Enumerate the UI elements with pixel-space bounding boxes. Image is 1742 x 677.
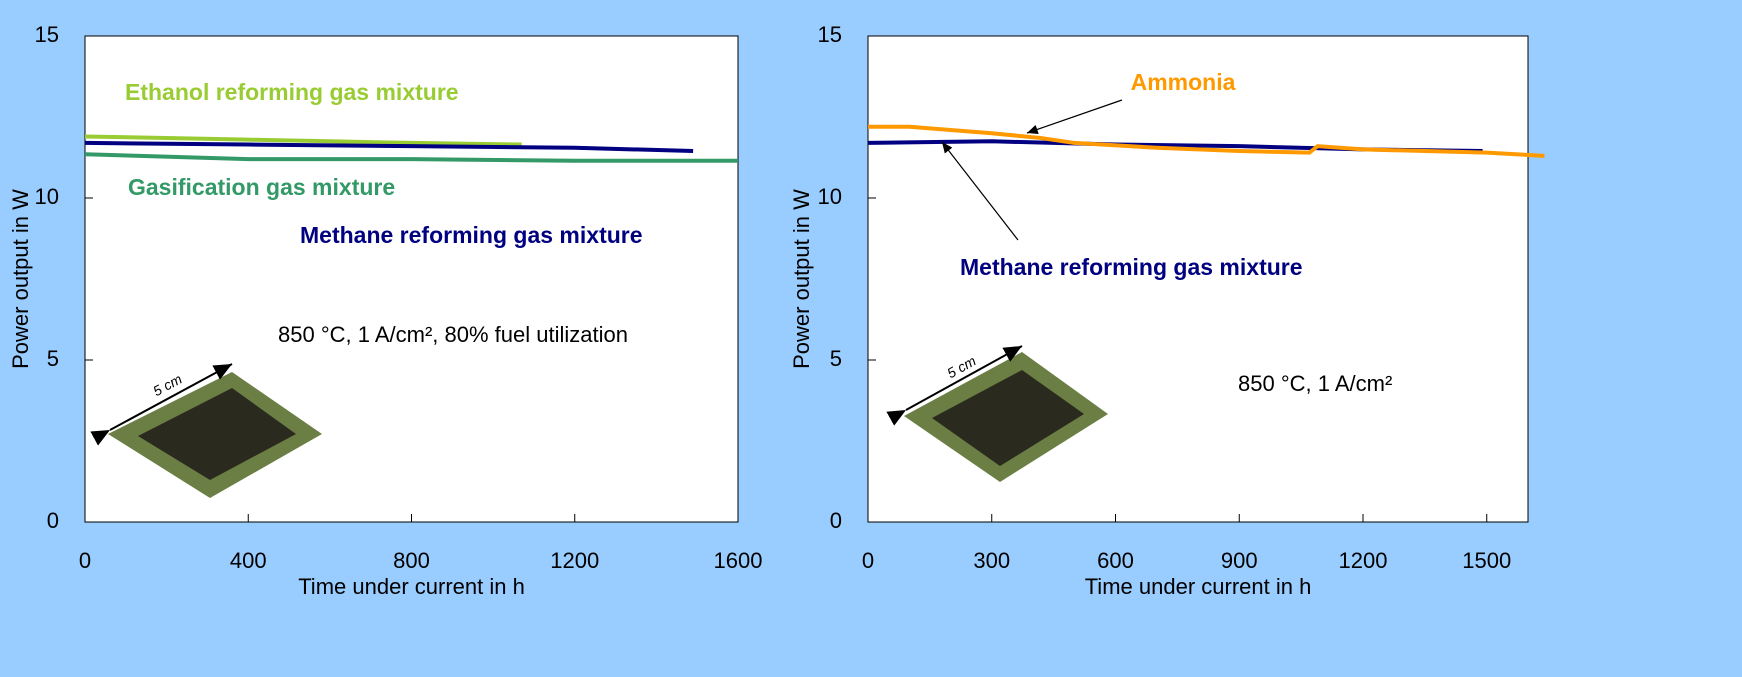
series-label: Ethanol reforming gas mixture xyxy=(125,79,459,105)
y-tick-label: 5 xyxy=(47,346,59,371)
series-line xyxy=(868,124,1545,158)
series-line xyxy=(84,152,738,163)
series-line xyxy=(84,140,694,154)
label-arrow xyxy=(941,141,1019,241)
y-tick-label: 15 xyxy=(35,22,59,47)
x-tick-label: 300 xyxy=(973,548,1010,573)
x-tick-label: 600 xyxy=(1097,548,1134,573)
y-tick-label: 0 xyxy=(830,508,842,533)
y-tick-label: 10 xyxy=(818,184,842,209)
series-label: Methane reforming gas mixture xyxy=(300,222,643,248)
x-tick-label: 1200 xyxy=(1339,548,1388,573)
condition-note: 850 °C, 1 A/cm² xyxy=(1238,371,1392,396)
series-label: Gasification gas mixture xyxy=(128,174,395,200)
series-label: Ammonia xyxy=(1131,69,1236,95)
x-tick-label: 1600 xyxy=(714,548,763,573)
x-tick-label: 0 xyxy=(862,548,874,573)
x-tick-label: 0 xyxy=(79,548,91,573)
y-axis-title: Power output in W xyxy=(8,189,33,369)
y-axis-title: Power output in W xyxy=(789,189,814,369)
series-label: Methane reforming gas mixture xyxy=(960,254,1303,280)
x-axis-title: Time under current in h xyxy=(298,574,525,599)
inset-dimension xyxy=(886,345,1023,426)
series-line xyxy=(84,134,522,147)
inset-dimension xyxy=(90,363,233,446)
y-tick-label: 0 xyxy=(47,508,59,533)
x-axis-title: Time under current in h xyxy=(1085,574,1312,599)
y-tick-label: 15 xyxy=(818,22,842,47)
y-tick-label: 10 xyxy=(35,184,59,209)
x-tick-label: 400 xyxy=(230,548,267,573)
condition-note: 850 °C, 1 A/cm², 80% fuel utilization xyxy=(278,322,628,347)
x-tick-label: 800 xyxy=(393,548,430,573)
label-arrow xyxy=(1026,99,1123,134)
y-tick-label: 5 xyxy=(830,346,842,371)
x-tick-label: 1500 xyxy=(1462,548,1511,573)
x-tick-label: 900 xyxy=(1221,548,1258,573)
x-tick-label: 1200 xyxy=(550,548,599,573)
